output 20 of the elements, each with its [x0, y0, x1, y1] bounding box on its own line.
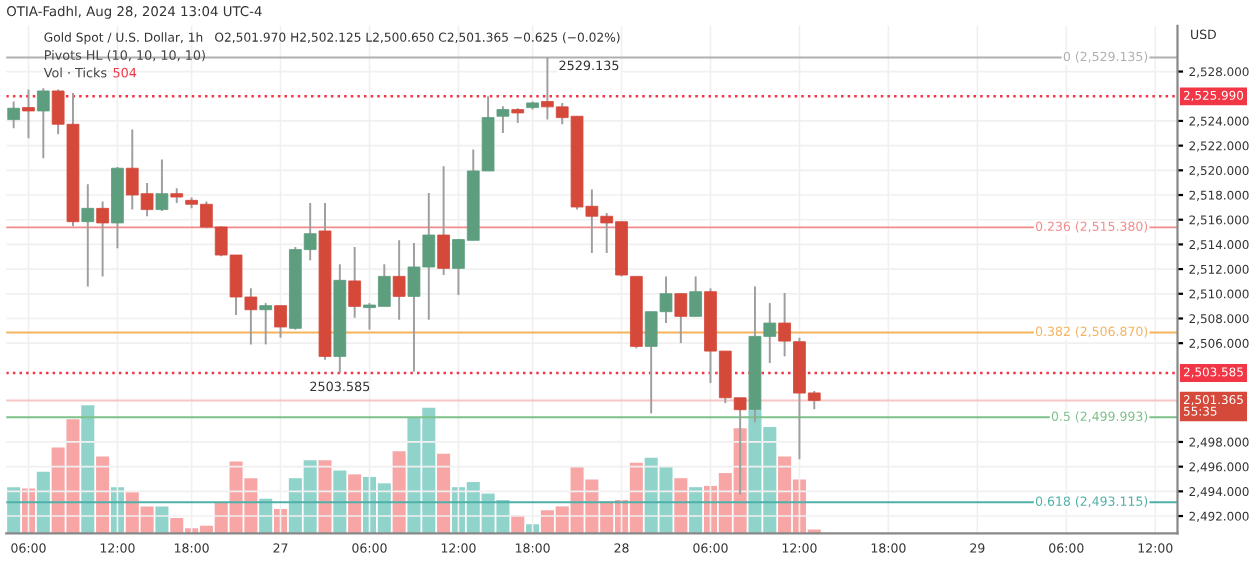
bar	[348, 474, 362, 534]
bar	[81, 405, 95, 534]
candlestick	[81, 183, 95, 288]
candlestick	[155, 158, 169, 212]
candlestick	[496, 105, 510, 134]
candlestick	[437, 165, 450, 276]
candlestick	[96, 200, 109, 278]
candlestick	[674, 292, 688, 345]
candlestick	[36, 87, 50, 160]
bar	[392, 451, 406, 534]
candlestick	[274, 304, 287, 339]
bar	[437, 453, 451, 534]
candlestick	[22, 88, 35, 140]
candlestick	[7, 100, 21, 130]
bar	[318, 460, 332, 534]
bar	[96, 456, 110, 534]
candlestick	[392, 239, 406, 321]
candlestick	[348, 246, 362, 319]
candlestick	[689, 275, 703, 318]
candlestick	[259, 302, 273, 346]
